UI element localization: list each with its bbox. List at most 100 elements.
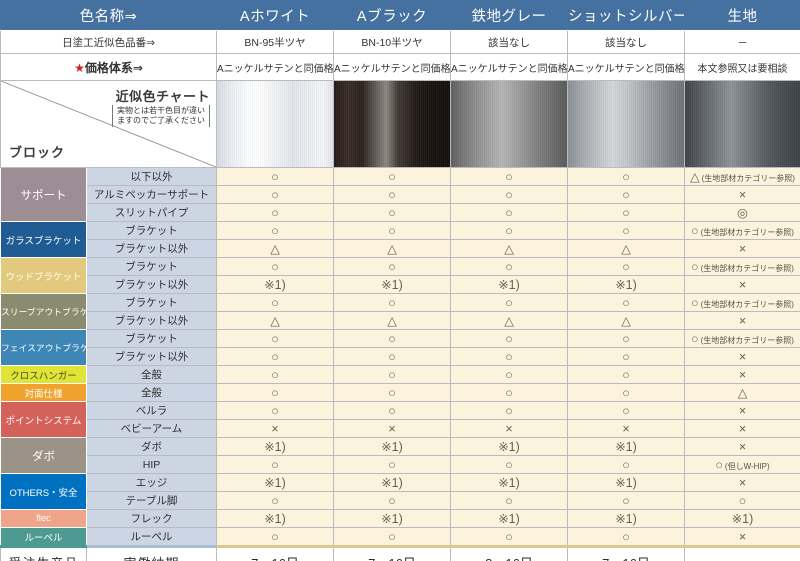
cell-mark-icon: ○ (271, 529, 279, 544)
swatch-shot-silver (567, 80, 685, 168)
matrix-cell: ○ (450, 185, 568, 204)
star-icon: ★ (74, 60, 85, 75)
matrix-cell: ○ (450, 365, 568, 384)
matrix-cell: × (684, 473, 800, 492)
swatch-kiji (684, 80, 800, 168)
matrix-cell: ○ (333, 401, 451, 420)
table-row: サポート 以下以外 ○ ○ ○ ○ △ (生地部材カテゴリー参照) (0, 167, 800, 222)
matrix-cell: ○ (450, 527, 568, 547)
cell-mark-icon: ○ (691, 259, 699, 274)
cell-mark-icon: ※1) (264, 476, 286, 490)
matrix-cell: ※1) (450, 509, 568, 528)
cell-mark-icon: ○ (388, 331, 396, 346)
matrix-cell: ○ (567, 185, 685, 204)
cell-mark-icon: ○ (388, 385, 396, 400)
cell-mark-icon: ※1) (498, 278, 520, 292)
cell-mark-icon: △ (387, 242, 397, 256)
matrix-cell: ○ (216, 203, 334, 222)
matrix-cell: ※1) (567, 437, 685, 456)
matrix-cell: △ (567, 311, 685, 330)
cell-mark-icon: ○ (388, 169, 396, 184)
matrix-cell: ○ (216, 401, 334, 420)
matrix-cell: ○ (333, 203, 451, 222)
sub-category-label: スリットパイプ (86, 203, 217, 222)
matrix-cell: ○ (567, 257, 685, 276)
matrix-cell: ○ (684, 491, 800, 510)
matrix-cell: ○ (216, 221, 334, 240)
matrix-cell: × (684, 365, 800, 384)
cell-mark-icon: ○ (388, 493, 396, 508)
matrix-cell: ○ (216, 347, 334, 366)
price-label-cell: ★価格体系⇒ (0, 53, 217, 81)
header-label-color-name: 色名称⇒ (0, 0, 217, 31)
chart-note-line-2: ますのでご了承ください (117, 116, 205, 125)
table-row: クロスハンガー 全般 ○ ○ ○ ○ × (0, 365, 800, 384)
cell-mark-icon: ◎ (737, 206, 748, 220)
cell-mark-icon: △ (270, 242, 280, 256)
sub-category-label: 全般 (86, 365, 217, 384)
header-col-iron-gray: 鉄地グレー (450, 0, 568, 31)
matrix-cell: ○ (450, 293, 568, 312)
matrix-data-body: サポート 以下以外 ○ ○ ○ ○ △ (生地部材カテゴリー参照) アルミペッカーサポート ○ ○ ○… (0, 167, 800, 547)
matrix-cell: ○ (450, 221, 568, 240)
matrix-cell: × (684, 437, 800, 456)
row-color-swatches: 近似色チャート 実物とは若干色目が違い ますのでご了承ください ブロック (0, 80, 800, 168)
cell-mark-icon: ○ (622, 367, 630, 382)
cell-mark-icon: ○ (622, 169, 630, 184)
sub-category-label: ブラケット (86, 293, 217, 312)
sub-category-label: ベルラ (86, 401, 217, 420)
matrix-cell: × (684, 401, 800, 420)
matrix-cell: ※1) (567, 473, 685, 492)
table-row: ベビーアーム × × × × × (1, 419, 800, 438)
cell-mark-icon: ※1) (381, 476, 403, 490)
cell-mark-icon: ○ (622, 403, 630, 418)
cell-mark-icon: △ (737, 386, 748, 400)
matrix-cell: △ (450, 239, 568, 258)
table-row: アルミペッカーサポート ○ ○ ○ ○ × (1, 185, 800, 204)
matrix-cell: △ (450, 311, 568, 330)
cell-mark-icon: ※1) (498, 476, 520, 490)
sub-category-label: ブラケット以外 (86, 347, 217, 366)
matrix-cell: ※1) (333, 275, 451, 294)
matrix-cell: ○ (450, 257, 568, 276)
row-nitto-color-code: 日塗工近似色品番⇒ BN-95半ツヤ BN-10半ツヤ 該当なし 該当なし － (0, 30, 800, 54)
cell-mark-icon: × (505, 421, 513, 436)
matrix-cell: ○ (333, 383, 451, 402)
matrix-cell: ○ (567, 167, 685, 186)
matrix-cell: ○ (450, 383, 568, 402)
cell-mark-icon: × (738, 187, 747, 202)
cell-mark-icon: ○ (505, 367, 513, 382)
matrix-cell: ○ (450, 491, 568, 510)
nitto-value-a-white: BN-95半ツヤ (216, 30, 334, 54)
price-value-a-white: Aニッケルサテンと同価格 (216, 53, 334, 81)
matrix-cell: ○ (567, 203, 685, 222)
sub-category-label: ベビーアーム (86, 419, 217, 438)
matrix-cell: × (450, 419, 568, 438)
category-label: flec (0, 509, 87, 528)
swatch-a-black (333, 80, 451, 168)
nitto-value-iron-gray: 該当なし (450, 30, 568, 54)
cell-mark-icon: ○ (622, 223, 630, 238)
chart-note-line-1: 実物とは若干色目が違い (117, 106, 205, 115)
cell-mark-icon: ※1) (264, 440, 286, 454)
table-row: HIP ○ ○ ○ ○ ○ (但しW-HIP) (1, 455, 800, 474)
row-price-system: ★価格体系⇒ Aニッケルサテンと同価格 Aニッケルサテンと同価格 Aニッケルサテ… (0, 53, 800, 81)
nitto-label: 日塗工近似色品番⇒ (0, 30, 217, 54)
matrix-cell: × (567, 419, 685, 438)
sub-category-label: アルミペッカーサポート (86, 185, 217, 204)
matrix-cell: ○ (567, 491, 685, 510)
delivery-value-iron-gray: 8〜16日 (450, 545, 568, 561)
sub-category-label: フレック (86, 509, 217, 528)
nitto-value-kiji: － (684, 30, 800, 54)
header-col-a-white: Aホワイト (216, 0, 334, 31)
matrix-cell: × (684, 185, 800, 204)
cell-note: (生地部材カテゴリー参照) (700, 299, 794, 309)
matrix-cell: ○ (567, 221, 685, 240)
cell-mark-icon: ※1) (381, 512, 403, 526)
delivery-sub-label: 実働納期 (86, 545, 217, 561)
cell-mark-icon: ○ (271, 493, 279, 508)
sub-category-label: ダボ (86, 437, 217, 456)
matrix-cell: ※1) (567, 275, 685, 294)
table-row: テーブル脚 ○ ○ ○ ○ ○ (1, 491, 800, 510)
